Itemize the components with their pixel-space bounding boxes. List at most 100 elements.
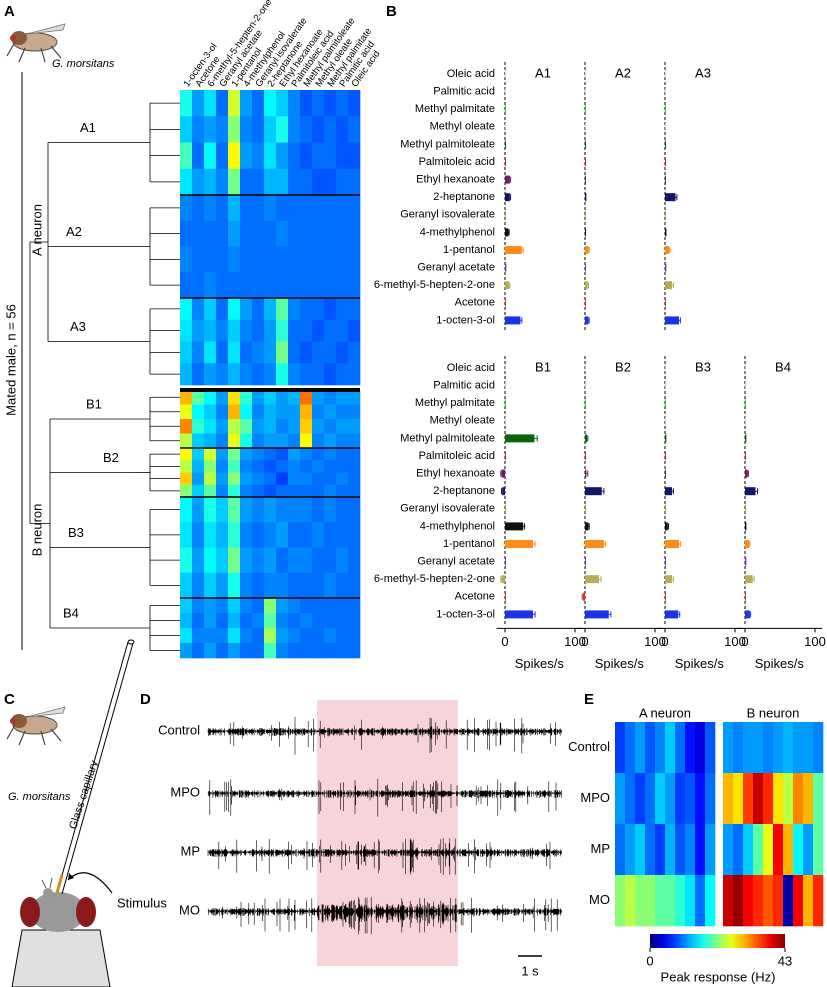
heatmap-cell	[192, 628, 205, 644]
heatmap-cell	[180, 497, 193, 523]
heatmap-cell	[264, 497, 277, 523]
heatmap-cell	[240, 448, 253, 461]
heatmap-cell	[216, 298, 229, 321]
heatmap-cell	[204, 90, 217, 117]
heatmap-cell	[216, 390, 229, 405]
heatmap-cell	[695, 824, 706, 876]
chart-title: A2	[615, 65, 631, 80]
bar	[665, 210, 666, 219]
heatmap-cell	[312, 572, 325, 599]
heatmap-cell	[312, 448, 325, 461]
heatmap-cell	[312, 419, 325, 434]
heatmap-cell	[288, 195, 301, 222]
y-tick-label: Methyl palmitate	[415, 103, 495, 115]
heatmap-cell	[288, 628, 301, 644]
heatmap-cell	[216, 363, 229, 386]
heatmap-cell	[625, 824, 636, 876]
heatmap-cell	[228, 448, 241, 461]
heatmap-cell	[252, 522, 265, 548]
heatmap-cell	[192, 484, 205, 498]
heatmap-cell	[192, 433, 205, 449]
y-tick-label: 1-pentanol	[443, 244, 495, 256]
heatmap-cell	[336, 90, 349, 117]
heatmap-cell	[264, 220, 277, 247]
heatmap-cell	[264, 390, 277, 405]
heatmap-cell	[240, 142, 253, 170]
error-bar	[534, 435, 538, 442]
bar	[585, 122, 586, 131]
heatmap-cell	[348, 547, 361, 574]
heatmap-cell	[276, 484, 289, 498]
heatmap-cell	[324, 319, 337, 342]
heatmap-cell	[192, 547, 205, 574]
error-bar	[587, 435, 589, 442]
fly-illustration	[6, 706, 66, 746]
heatmap-cell	[204, 272, 217, 299]
heatmap-cell	[192, 460, 205, 473]
heatmap-cell	[723, 722, 734, 774]
heatmap-cell	[204, 472, 217, 486]
heatmap-cell	[216, 643, 229, 659]
group-label: B neuron	[29, 504, 44, 557]
bar	[505, 158, 506, 166]
heatmap-cell	[300, 643, 313, 659]
heatmap-cell	[228, 628, 241, 644]
heatmap-cell	[204, 404, 217, 420]
heatmap-cell	[312, 613, 325, 629]
bar	[585, 452, 586, 460]
heatmap-cell	[180, 341, 193, 364]
heatmap-cell	[312, 272, 325, 299]
heatmap-cell	[252, 419, 265, 434]
error-bar	[747, 470, 749, 477]
trace-label: MP	[181, 843, 201, 858]
heatmap-cell	[276, 522, 289, 548]
prep-diagram	[11, 639, 135, 987]
heatmap-cell	[300, 547, 313, 574]
heatmap-cell	[348, 628, 361, 644]
heatmap-cell	[312, 390, 325, 405]
heatmap-cell	[276, 116, 289, 143]
bar	[505, 592, 506, 601]
y-tick-label: 1-octen-3-ol	[436, 314, 495, 326]
bar	[585, 70, 586, 78]
heatmap-cell	[216, 419, 229, 434]
heatmap-cell	[288, 613, 301, 629]
error-bar	[679, 541, 681, 547]
heatmap-cell	[180, 142, 193, 170]
heatmap-cell	[192, 363, 205, 386]
heatmap-cell	[336, 433, 349, 449]
heatmap-cell	[192, 272, 205, 299]
heatmap-cell	[324, 484, 337, 498]
heatmap-cell	[264, 628, 277, 644]
heatmap-cell	[276, 448, 289, 461]
heatmap-cell	[685, 824, 696, 876]
heatmap-cell	[180, 484, 193, 498]
heatmap-cell	[204, 460, 217, 473]
error-bar	[672, 576, 674, 583]
heatmap-cell	[264, 460, 277, 473]
heatmap-cell	[312, 319, 325, 342]
heatmap-cell	[793, 722, 804, 774]
heatmap-cell	[336, 484, 349, 498]
heatmap-cell	[180, 433, 193, 449]
heatmap-cell	[288, 547, 301, 574]
heatmap-cell	[665, 773, 676, 825]
heatmap-cell	[336, 168, 349, 196]
heatmap-cell	[705, 722, 716, 774]
heatmap-cell	[180, 419, 193, 434]
heatmap-cell	[705, 824, 716, 876]
x-tick-label: 100	[644, 634, 666, 649]
heatmap-cell	[803, 875, 814, 927]
heatmap-cell	[348, 195, 361, 222]
y-axis-label: Mated male, n = 56	[3, 304, 18, 416]
heatmap-cell	[216, 484, 229, 498]
heatmap-cell	[288, 272, 301, 299]
heatmap-cell	[276, 220, 289, 247]
heatmap-cell	[192, 419, 205, 434]
heatmap-cell	[192, 168, 205, 196]
heatmap-cell	[288, 448, 301, 461]
heatmap-cell	[240, 404, 253, 420]
heatmap-cell	[705, 773, 716, 825]
heatmap-cell	[753, 875, 764, 927]
row-label: Control	[568, 739, 610, 754]
